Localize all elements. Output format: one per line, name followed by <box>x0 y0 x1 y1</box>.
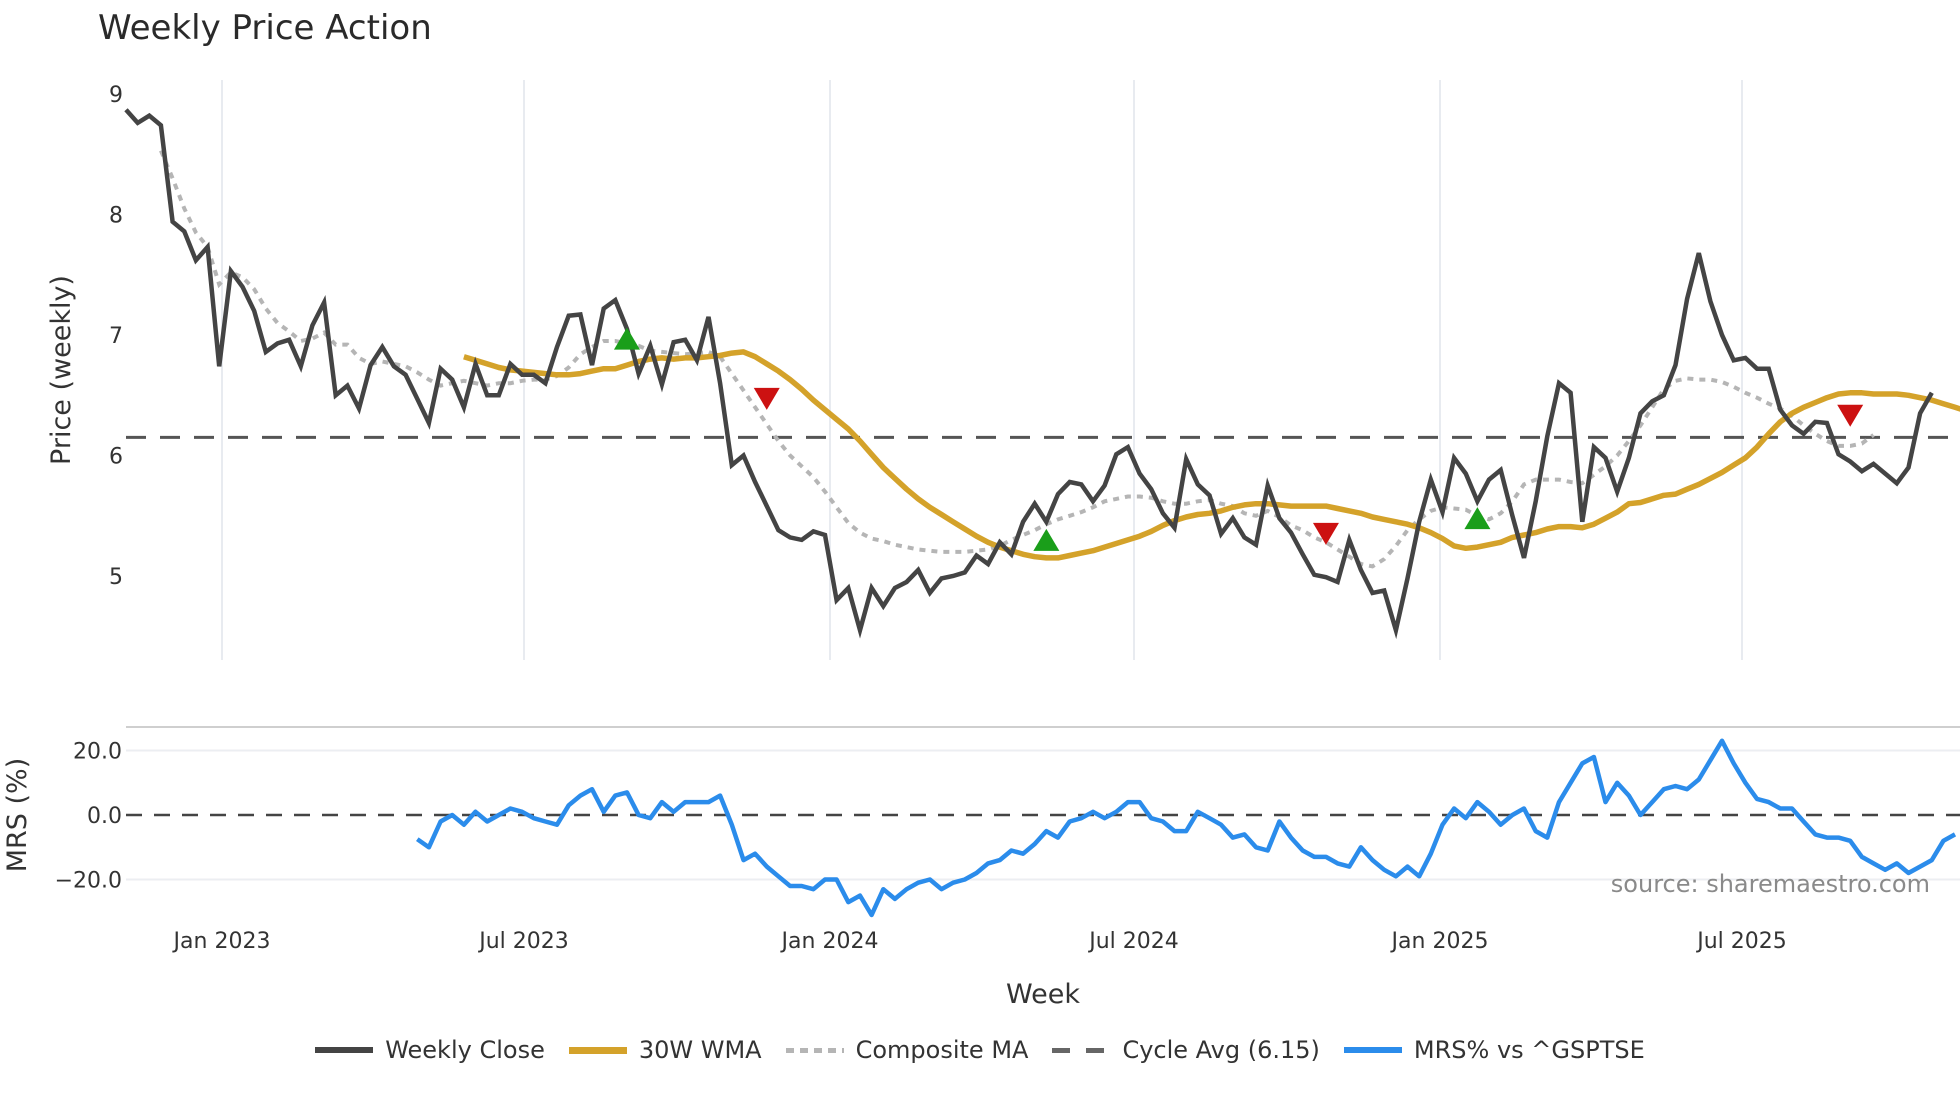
composite-ma-line <box>159 149 1875 569</box>
legend-item-cycle-avg[interactable]: Cycle Avg (6.15) <box>1052 1036 1320 1064</box>
price-gridlines <box>221 80 1743 660</box>
signal-markers <box>613 327 1864 551</box>
weekly-close-swatch-icon <box>315 1047 374 1053</box>
price-tick-label: 9 <box>109 83 123 108</box>
price-y-axis-title: Price (weekly) <box>46 275 77 465</box>
legend: Weekly Close 30W WMA Composite MA Cycle … <box>0 1036 1960 1064</box>
x-tick-label: Jul 2024 <box>1087 929 1179 954</box>
legend-item-weekly-close[interactable]: Weekly Close <box>315 1036 545 1064</box>
mrs-tick-label: −20.0 <box>55 869 122 894</box>
mrs-y-axis: 20.0 0.0 −20.0 <box>55 740 122 894</box>
mrs-tick-label: 20.0 <box>73 740 122 765</box>
wma-30w-line <box>463 349 1960 561</box>
buy-signal-triangle-up-icon <box>1033 528 1060 551</box>
wma-swatch-icon <box>568 1046 627 1054</box>
buy-signal-triangle-up-icon <box>1464 507 1491 530</box>
chart-title: Weekly Price Action <box>98 8 432 48</box>
x-tick-label: Jul 2023 <box>477 929 569 954</box>
price-tick-label: 8 <box>109 204 123 229</box>
buy-signal-triangle-up-icon <box>613 327 640 350</box>
sell-signal-triangle-down-icon <box>1312 522 1339 545</box>
legend-item-composite-ma[interactable]: Composite MA <box>785 1036 1029 1064</box>
legend-label: Cycle Avg (6.15) <box>1122 1036 1320 1064</box>
x-tick-label: Jan 2025 <box>1390 929 1489 954</box>
legend-item-wma[interactable]: 30W WMA <box>568 1036 762 1064</box>
mrs-swatch-icon <box>1343 1047 1402 1053</box>
mrs-tick-label: 0.0 <box>87 804 122 829</box>
legend-item-mrs[interactable]: MRS% vs ^GSPTSE <box>1343 1036 1645 1064</box>
price-tick-label: 5 <box>109 565 123 590</box>
cycle-avg-swatch-icon <box>1052 1047 1111 1053</box>
price-y-axis: 9 8 7 6 5 <box>109 83 123 590</box>
mrs-line <box>416 738 1957 918</box>
composite-ma-swatch-icon <box>785 1047 844 1053</box>
x-axis-title: Week <box>1006 979 1080 1010</box>
x-tick-label: Jul 2025 <box>1695 929 1787 954</box>
source-note: source: sharemaestro.com <box>1611 870 1930 898</box>
legend-label: 30W WMA <box>638 1036 762 1064</box>
legend-label: Weekly Close <box>385 1036 545 1064</box>
price-tick-label: 6 <box>109 445 123 470</box>
sell-signal-triangle-down-icon <box>1837 404 1864 427</box>
legend-label: Composite MA <box>855 1036 1029 1064</box>
price-tick-label: 7 <box>109 324 123 349</box>
legend-label: MRS% vs ^GSPTSE <box>1413 1036 1645 1064</box>
mrs-y-axis-title: MRS (%) <box>2 758 33 873</box>
mrs-gridlines <box>126 749 1960 881</box>
x-axis: Jan 2023 Jul 2023 Jan 2024 Jul 2024 Jan 2025… <box>172 929 1787 954</box>
weekly-close-line <box>124 108 1934 640</box>
sell-signal-triangle-down-icon <box>753 387 780 410</box>
x-tick-label: Jan 2024 <box>780 929 879 954</box>
x-tick-label: Jan 2023 <box>172 929 271 954</box>
